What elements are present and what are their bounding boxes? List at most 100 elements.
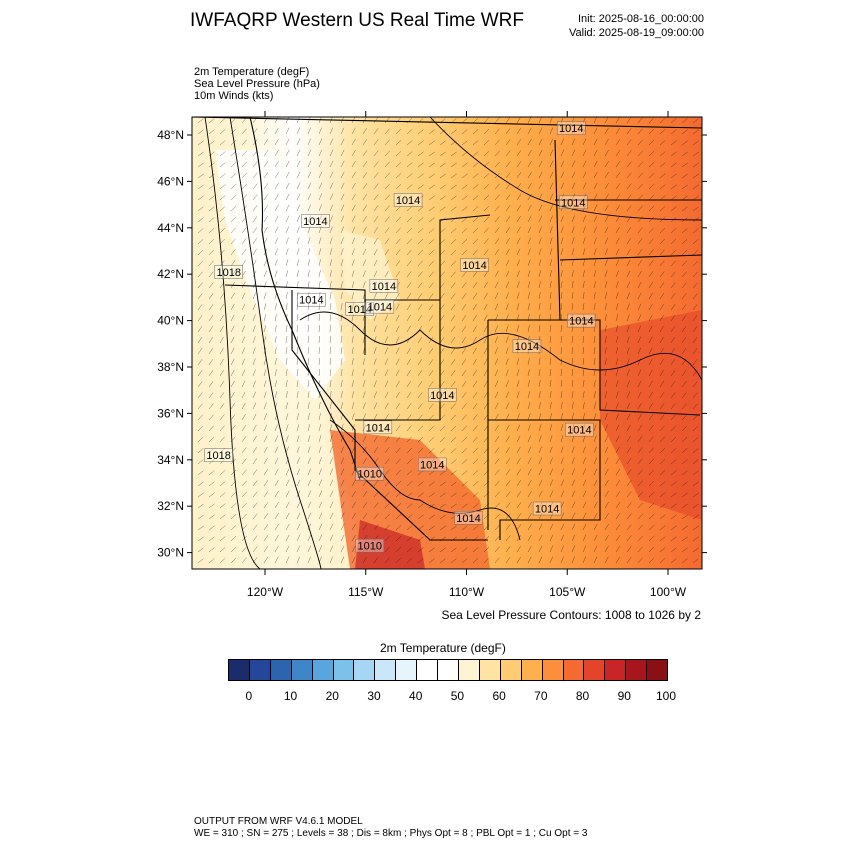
wind-barb bbox=[329, 424, 333, 432]
wind-barb bbox=[197, 228, 204, 234]
pressure-label: 1014 bbox=[561, 197, 585, 209]
wind-barb bbox=[505, 161, 511, 168]
wind-barb bbox=[450, 448, 457, 454]
wind-barb bbox=[681, 282, 687, 289]
colorbar-swatch bbox=[500, 660, 522, 680]
wind-barb bbox=[362, 183, 368, 190]
wind-barb bbox=[637, 413, 642, 421]
wind-barb bbox=[219, 195, 226, 201]
wind-barb bbox=[571, 138, 576, 146]
wind-barb bbox=[505, 557, 511, 564]
wind-barb bbox=[681, 129, 688, 135]
wind-barb bbox=[461, 249, 468, 256]
wind-barb bbox=[450, 514, 457, 520]
wind-barb bbox=[384, 502, 390, 509]
wind-barb bbox=[296, 556, 300, 564]
wind-barb bbox=[395, 183, 402, 190]
wind-barb bbox=[604, 314, 607, 322]
wind-barb bbox=[626, 117, 632, 124]
wind-barb bbox=[626, 139, 632, 146]
init-time: Init: 2025-08-16_00:00:00 bbox=[578, 13, 704, 25]
wind-barb bbox=[197, 492, 204, 498]
wind-barb bbox=[494, 183, 500, 190]
wind-barb bbox=[329, 347, 332, 355]
wind-barb bbox=[274, 325, 277, 333]
wind-barb bbox=[516, 502, 522, 509]
wind-barb bbox=[494, 161, 500, 168]
wind-barb bbox=[681, 315, 687, 322]
wind-barb bbox=[527, 270, 531, 278]
wind-barb bbox=[637, 502, 643, 509]
wind-barb bbox=[384, 458, 390, 465]
wind-barb bbox=[285, 413, 289, 421]
wind-barb bbox=[417, 359, 423, 366]
wind-barb bbox=[615, 215, 620, 223]
wind-barb bbox=[648, 227, 654, 234]
wind-barb bbox=[241, 436, 247, 443]
wind-barb bbox=[417, 436, 424, 443]
wind-barb bbox=[670, 558, 677, 564]
wind-barb bbox=[516, 127, 521, 135]
wind-barb bbox=[538, 215, 543, 223]
wind-barb bbox=[505, 336, 509, 344]
wind-barb bbox=[329, 215, 333, 223]
wind-barb bbox=[659, 249, 665, 256]
wind-barb bbox=[659, 358, 664, 366]
wind-barb bbox=[340, 270, 344, 278]
lat-label: 40°N bbox=[157, 314, 184, 328]
wind-barb bbox=[615, 347, 619, 355]
wind-barb bbox=[692, 326, 698, 333]
wind-barb bbox=[505, 446, 510, 454]
wind-barb bbox=[285, 127, 290, 135]
wind-barb bbox=[373, 369, 377, 377]
wind-barb bbox=[384, 194, 390, 201]
wind-barb bbox=[527, 303, 530, 311]
wind-barb bbox=[428, 459, 435, 465]
wind-barb bbox=[395, 458, 401, 465]
wind-barb bbox=[395, 358, 400, 366]
wind-barb bbox=[593, 424, 597, 432]
wind-barb bbox=[428, 184, 435, 190]
wind-barb bbox=[241, 425, 247, 432]
wind-barb bbox=[494, 336, 498, 344]
wind-barb bbox=[571, 281, 574, 289]
wind-barb bbox=[582, 248, 586, 256]
wind-barb bbox=[615, 194, 621, 201]
wind-barb bbox=[450, 304, 456, 311]
wind-barb bbox=[384, 436, 390, 443]
wind-barb bbox=[593, 435, 597, 443]
wind-barb bbox=[461, 436, 468, 443]
wind-barb bbox=[538, 358, 541, 366]
wind-barb bbox=[692, 470, 699, 476]
wind-barb bbox=[538, 325, 541, 333]
wind-barb bbox=[505, 480, 511, 487]
wind-barb bbox=[516, 402, 520, 410]
wind-barb bbox=[384, 413, 389, 421]
wind-barb bbox=[373, 270, 378, 278]
wind-barb bbox=[571, 391, 574, 399]
wind-barb bbox=[329, 160, 334, 168]
wind-barb bbox=[329, 534, 334, 542]
wind-barb bbox=[692, 293, 698, 300]
wind-barb bbox=[285, 479, 290, 487]
wind-barb bbox=[670, 481, 677, 487]
wind-barb bbox=[461, 293, 467, 300]
wind-barb bbox=[571, 512, 576, 520]
wind-barb bbox=[450, 129, 457, 135]
wind-barb bbox=[483, 249, 489, 256]
wind-barb bbox=[252, 325, 256, 333]
wind-barb bbox=[208, 118, 215, 124]
wind-barb bbox=[329, 457, 333, 465]
wind-barb bbox=[395, 249, 401, 256]
wind-barb bbox=[329, 270, 332, 278]
wind-barb bbox=[505, 139, 511, 146]
wind-barb bbox=[450, 184, 457, 190]
wind-barb bbox=[582, 160, 587, 168]
colorbar-swatch bbox=[626, 660, 648, 680]
wind-barb bbox=[230, 314, 235, 322]
wind-barb bbox=[230, 503, 237, 509]
wind-barb bbox=[461, 325, 467, 333]
wind-barb bbox=[494, 458, 500, 465]
wind-barb bbox=[296, 182, 301, 190]
pressure-label: 1018 bbox=[216, 267, 240, 279]
